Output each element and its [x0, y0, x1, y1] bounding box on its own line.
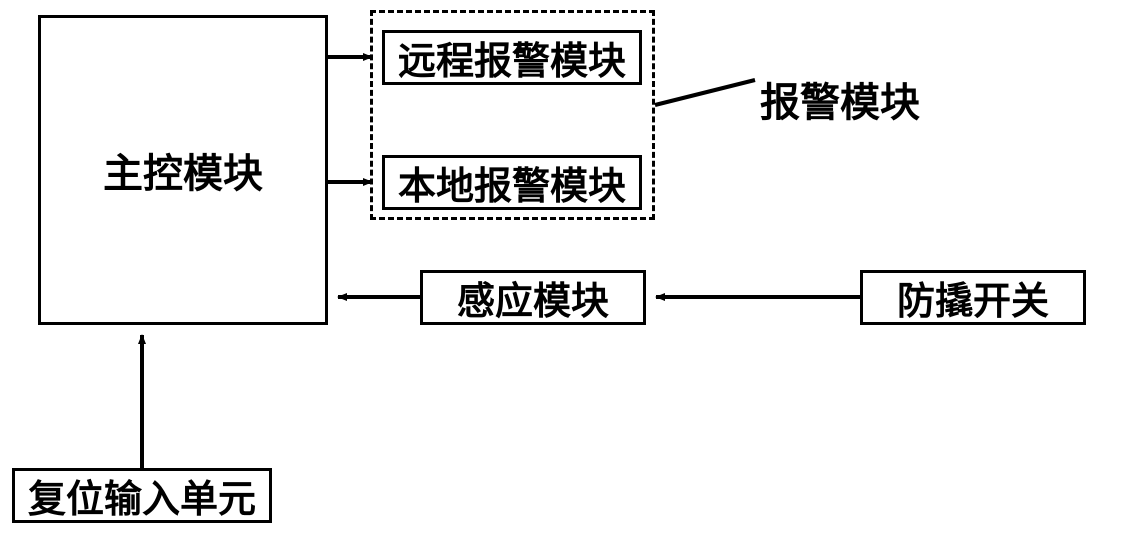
- diagram-canvas: 主控模块 远程报警模块 本地报警模块 感应模块 防撬开关 复位输入单元 报警模块: [0, 0, 1146, 560]
- alarm-group-label-text: 报警模块: [760, 80, 920, 125]
- tamper-switch-box: 防撬开关: [860, 270, 1086, 325]
- reset-input-unit-label: 复位输入单元: [28, 468, 256, 523]
- remote-alarm-module-label: 远程报警模块: [398, 30, 626, 85]
- edge-alarm_group_box-to-alarm_group_label: [655, 80, 755, 105]
- local-alarm-module-box: 本地报警模块: [382, 155, 642, 210]
- sense-module-box: 感应模块: [420, 270, 646, 325]
- main-control-module-label: 主控模块: [103, 141, 263, 199]
- tamper-switch-label: 防撬开关: [897, 270, 1049, 325]
- sense-module-label: 感应模块: [457, 270, 609, 325]
- remote-alarm-module-box: 远程报警模块: [382, 30, 642, 85]
- local-alarm-module-label: 本地报警模块: [398, 155, 626, 210]
- reset-input-unit-box: 复位输入单元: [12, 468, 272, 523]
- alarm-group-label: 报警模块: [760, 70, 920, 128]
- main-control-module-box: 主控模块: [38, 15, 328, 325]
